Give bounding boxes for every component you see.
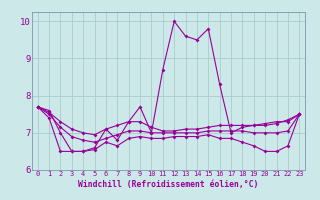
X-axis label: Windchill (Refroidissement éolien,°C): Windchill (Refroidissement éolien,°C) [78,180,259,189]
